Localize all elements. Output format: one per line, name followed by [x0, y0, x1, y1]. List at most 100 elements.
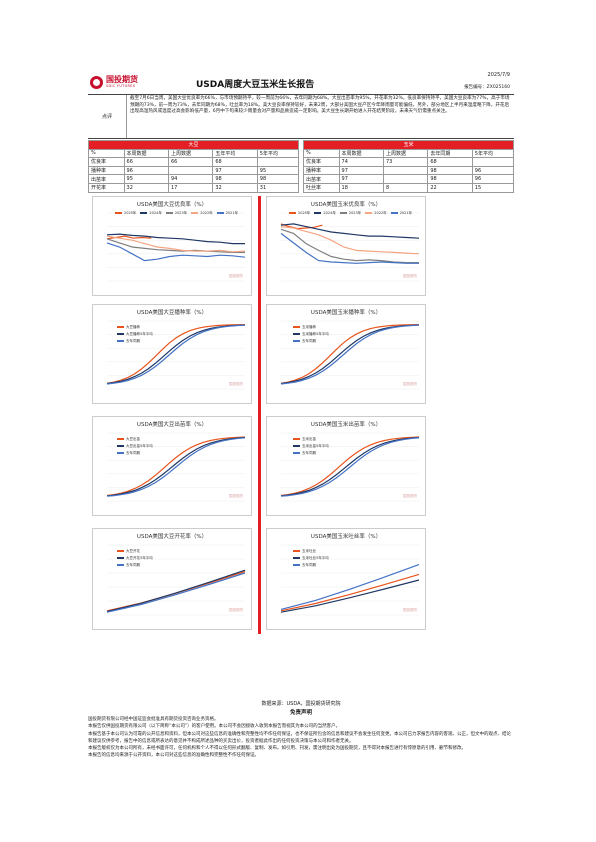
series-line-0 — [280, 435, 420, 496]
series-line-4 — [280, 232, 419, 264]
legend-item: 玉米出苗5年平均 — [293, 444, 329, 449]
watermark: 国投期货 — [229, 607, 243, 612]
legend-item: 2025年 — [289, 211, 310, 216]
chart-title: USDA美国大豆优良率（%） — [136, 201, 208, 208]
soy-planting-chart: USDA美国大豆播种率（%） 大豆播种 大豆播种5年平均 去年同期 国投期货 — [92, 303, 252, 404]
table-cell: 98 — [427, 165, 473, 176]
table-cell: 98 — [256, 174, 300, 184]
company-name-en: SDIC FUTURES — [106, 84, 136, 88]
table-header-cell: % — [303, 148, 340, 159]
series-line-4 — [106, 241, 246, 261]
table-cell: 17 — [167, 182, 214, 193]
summary-section: 点评 截至7月6日当周，美国大豆优良率为66%，与市场预期持平，较一周前为66%… — [88, 95, 514, 139]
legend-item: 2023年 — [165, 211, 187, 216]
disclaimer-title: 免责声明 — [289, 710, 312, 716]
table-cell: 98 — [427, 174, 473, 184]
legend-item: 2021年 — [390, 211, 412, 216]
table-row: 吐丝率 18 8 22 15 — [303, 182, 515, 193]
table-cell — [167, 165, 214, 176]
legend-item: 2022年 — [365, 211, 387, 216]
series-line-2 — [280, 324, 420, 385]
table-row: 出苗率 95 94 98 98 — [88, 174, 300, 184]
table-cell: 96 — [471, 174, 515, 184]
legend-item: 大豆播种 — [117, 325, 153, 330]
table-header-cell: 上周数据 — [382, 148, 429, 159]
legend-item: 玉米出苗 — [293, 437, 329, 442]
series-line-0 — [280, 573, 420, 611]
table-cell: 出苗率 — [303, 174, 340, 184]
table-row: 开花率 32 17 32 31 — [88, 182, 300, 193]
soy-table: 大豆% 本周数据 上周数据 五年平均 5年平均 优良率 66 66 68 播种率 96 97 95 出苗率… — [88, 140, 300, 193]
table-cell: 96 — [471, 165, 515, 176]
corn-emergence-chart: USDA美国玉米出苗率（%） 玉米出苗 玉米出苗5年平均 去年同期 国投期货 — [266, 415, 426, 516]
chart-title: USDA美国大豆出苗率（%） — [136, 421, 208, 428]
chart-legend: 玉米出苗 玉米出苗5年平均 去年同期 — [293, 437, 329, 458]
stats-tables: 大豆% 本周数据 上周数据 五年平均 5年平均 优良率 66 66 68 播种率 96 97 95 出苗率… — [88, 140, 515, 193]
table-cell: 22 — [427, 182, 473, 193]
legend-item: 2024年 — [140, 211, 162, 216]
table-cell: 73 — [382, 157, 429, 167]
corn-table: 玉米% 本周数据 上周数据 去年同期 5年平均 优良率 74 73 68 播种率 97 98 96 出苗率… — [303, 140, 515, 193]
legend-item: 2022年 — [191, 211, 213, 216]
series-line-2 — [106, 571, 246, 613]
series-line-1 — [106, 233, 245, 244]
table-cell: 播种率 — [303, 165, 340, 176]
legend-item: 去年同期 — [117, 339, 153, 344]
legend-item: 玉米吐丝 — [293, 549, 329, 554]
legend-item: 大豆开花5年平均 — [117, 556, 153, 561]
legend-item: 玉米播种 — [293, 325, 329, 330]
series-line-2 — [280, 228, 419, 263]
watermark: 国投期货 — [403, 607, 417, 612]
legend-item: 2021年 — [216, 211, 238, 216]
watermark: 国投期货 — [229, 273, 243, 278]
watermark: 国投期货 — [403, 493, 417, 498]
table-header-cell: 本周数据 — [338, 148, 384, 159]
legend-item: 去年同期 — [293, 563, 329, 568]
legend-item: 大豆出苗5年平均 — [117, 444, 153, 449]
table-cell: 94 — [167, 174, 214, 184]
corn-planting-chart: USDA美国玉米播种率（%） 玉米播种 玉米播种5年平均 去年同期 国投期货 — [266, 303, 426, 404]
charts-grid: USDA美国大豆优良率（%） 2025年 2024年 2023年 2022年 2021年… — [88, 195, 514, 634]
table-cell: 优良率 — [88, 157, 125, 167]
chart-title: USDA美国玉米出苗率（%） — [310, 421, 382, 428]
table-cell: 97 — [338, 174, 384, 184]
table-header-cell: % — [88, 148, 125, 159]
chart-plot — [106, 320, 246, 389]
report-title: USDA周度大豆玉米生长报告 — [196, 80, 315, 90]
disclaimer-paragraph: 本报告基于本公司认为可靠的公开信息和资料，但本公司对这些信息的准确性和完整性均不… — [88, 731, 511, 744]
chart-title: USDA美国玉米吐丝率（%） — [310, 533, 382, 540]
chart-legend: 2025年 2024年 2023年 2022年 2021年 — [115, 211, 242, 218]
series-line-2 — [280, 563, 420, 610]
disclaimer-paragraph: 国投期货有限公司经中国证监会批准具有期货投资咨询业务资格。 — [88, 717, 219, 722]
report-number: 报告编号：ZX025160 — [464, 85, 510, 90]
watermark: 国投期货 — [403, 381, 417, 386]
table-cell: 32 — [212, 182, 258, 193]
table-cell: 68 — [212, 157, 258, 167]
disclaimer-paragraph: 本报告的信息均来源于公开资料，本公司对这些信息的准确性和完整性不作任何保证。 — [88, 753, 259, 759]
table-header-cell: 五年平均 — [212, 148, 258, 159]
chart-legend: 大豆出苗 大豆出苗5年平均 去年同期 — [117, 437, 153, 458]
table-cell: 66 — [167, 157, 214, 167]
report-page: 国投期货 SDIC FUTURES USDA周度大豆玉米生长报告 2025/7/… — [88, 72, 515, 758]
table-cell — [382, 174, 429, 184]
table-cell — [256, 157, 300, 167]
legend-item: 玉米吐丝5年平均 — [293, 556, 329, 561]
table-cell: 98 — [212, 174, 258, 184]
table-cell: 吐丝率 — [303, 182, 340, 193]
watermark: 国投期货 — [403, 273, 417, 278]
table-cell — [382, 165, 429, 176]
series-line-2 — [280, 436, 420, 497]
chart-title: USDA美国玉米优良率（%） — [310, 201, 382, 208]
column-divider — [258, 195, 261, 634]
logo-icon — [90, 76, 103, 89]
table-header-cell: 5年平均 — [471, 148, 515, 159]
table-row: 优良率 66 66 68 — [88, 157, 300, 167]
legend-item: 去年同期 — [117, 563, 153, 568]
table-cell: 97 — [212, 165, 258, 176]
corn-table-title: 玉米 — [303, 140, 514, 150]
table-header-cell: 去年同期 — [427, 148, 473, 159]
corn-good-rate-chart: USDA美国玉米优良率（%） 2025年 2024年 2023年 2022年 2021年… — [266, 195, 426, 296]
legend-item: 玉米播种5年平均 — [293, 332, 329, 337]
legend-item: 大豆出苗 — [117, 437, 153, 442]
chart-title: USDA美国玉米播种率（%） — [310, 309, 382, 316]
